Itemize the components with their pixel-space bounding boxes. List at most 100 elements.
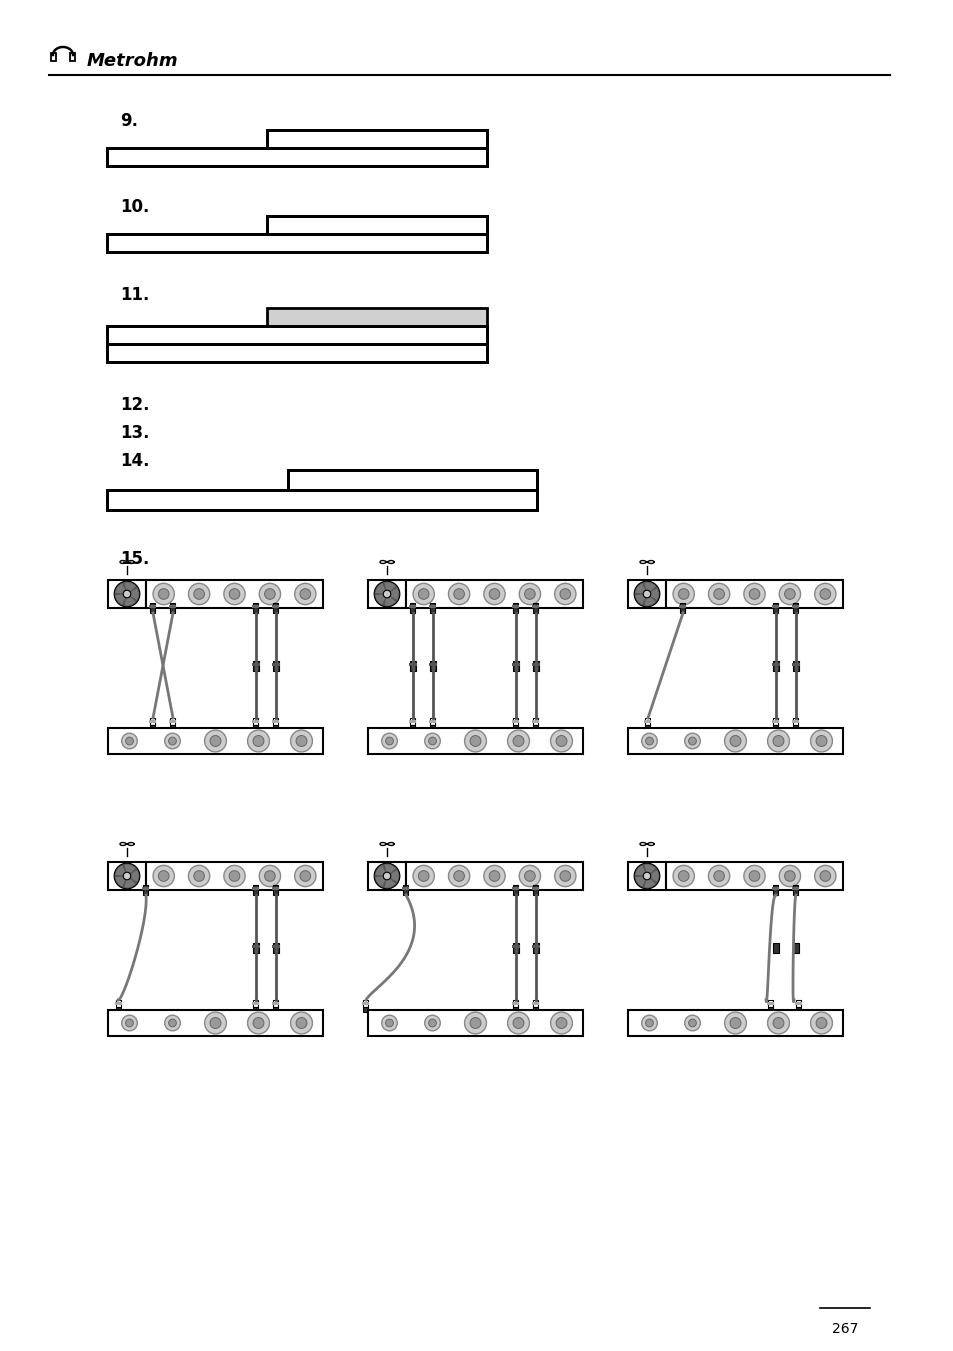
Bar: [274, 725, 278, 730]
Circle shape: [383, 590, 391, 597]
Circle shape: [381, 734, 396, 748]
Circle shape: [779, 866, 800, 886]
Circle shape: [259, 584, 280, 605]
Bar: [253, 603, 258, 613]
Circle shape: [810, 730, 832, 753]
Circle shape: [524, 870, 535, 881]
Circle shape: [295, 1017, 307, 1028]
Circle shape: [169, 1019, 176, 1027]
Circle shape: [820, 589, 830, 600]
Circle shape: [294, 866, 315, 886]
Bar: [795, 1002, 801, 1005]
Circle shape: [673, 866, 694, 886]
Circle shape: [641, 1015, 657, 1031]
Bar: [533, 943, 538, 952]
Bar: [107, 234, 486, 253]
Bar: [273, 888, 279, 890]
Bar: [533, 1000, 537, 1006]
Bar: [512, 1002, 519, 1005]
Bar: [429, 605, 436, 608]
Bar: [108, 728, 323, 754]
Bar: [513, 717, 518, 725]
Bar: [410, 725, 416, 730]
Circle shape: [642, 873, 650, 880]
Bar: [253, 1000, 258, 1006]
Wedge shape: [125, 875, 135, 888]
Circle shape: [729, 1017, 740, 1028]
Bar: [532, 605, 539, 608]
Circle shape: [815, 1017, 826, 1028]
Bar: [533, 725, 537, 730]
Circle shape: [448, 866, 469, 886]
Bar: [665, 862, 842, 890]
Circle shape: [518, 584, 540, 605]
Bar: [151, 717, 155, 725]
Bar: [253, 725, 258, 730]
Bar: [409, 720, 416, 723]
Bar: [274, 1006, 278, 1012]
Bar: [409, 605, 416, 608]
Bar: [266, 216, 486, 234]
Circle shape: [224, 584, 245, 605]
Bar: [107, 345, 486, 362]
Bar: [266, 345, 486, 362]
Circle shape: [413, 584, 434, 605]
Circle shape: [210, 1017, 221, 1028]
Bar: [115, 1006, 120, 1012]
Text: 13.: 13.: [120, 424, 150, 442]
Circle shape: [554, 866, 576, 886]
Circle shape: [814, 866, 835, 886]
Wedge shape: [635, 584, 646, 594]
Bar: [274, 717, 278, 725]
Circle shape: [713, 589, 723, 600]
Wedge shape: [375, 584, 387, 594]
Bar: [512, 662, 519, 666]
Bar: [793, 885, 798, 894]
Circle shape: [642, 590, 650, 597]
Circle shape: [424, 734, 440, 748]
Circle shape: [204, 1012, 226, 1034]
Bar: [115, 1000, 120, 1006]
Bar: [150, 605, 156, 608]
Text: 9.: 9.: [120, 112, 138, 130]
Bar: [107, 149, 486, 166]
Circle shape: [454, 589, 464, 600]
Circle shape: [713, 870, 723, 881]
Circle shape: [295, 735, 307, 747]
Bar: [274, 603, 278, 613]
Bar: [368, 580, 406, 608]
Bar: [796, 1000, 801, 1006]
Bar: [253, 943, 258, 952]
Bar: [274, 1000, 278, 1006]
Circle shape: [641, 734, 657, 748]
Circle shape: [123, 873, 131, 880]
Circle shape: [464, 1012, 486, 1034]
Circle shape: [518, 866, 540, 886]
Circle shape: [126, 1019, 133, 1027]
Circle shape: [483, 866, 504, 886]
Bar: [768, 1000, 773, 1006]
Circle shape: [210, 735, 221, 747]
Circle shape: [559, 870, 570, 881]
Bar: [513, 725, 518, 730]
Circle shape: [193, 589, 204, 600]
Text: 12.: 12.: [120, 396, 150, 413]
Wedge shape: [635, 866, 646, 875]
Circle shape: [678, 870, 688, 881]
Circle shape: [513, 1017, 523, 1028]
Bar: [410, 717, 416, 725]
Circle shape: [428, 1019, 436, 1027]
Wedge shape: [384, 594, 395, 605]
Wedge shape: [646, 870, 658, 882]
Circle shape: [645, 1019, 653, 1027]
Bar: [645, 725, 650, 730]
Circle shape: [189, 866, 210, 886]
Circle shape: [634, 581, 659, 607]
Bar: [252, 662, 260, 666]
Circle shape: [470, 1017, 480, 1028]
Bar: [403, 885, 408, 894]
Circle shape: [772, 1017, 783, 1028]
Bar: [430, 717, 435, 725]
Circle shape: [229, 870, 239, 881]
Wedge shape: [644, 594, 655, 605]
